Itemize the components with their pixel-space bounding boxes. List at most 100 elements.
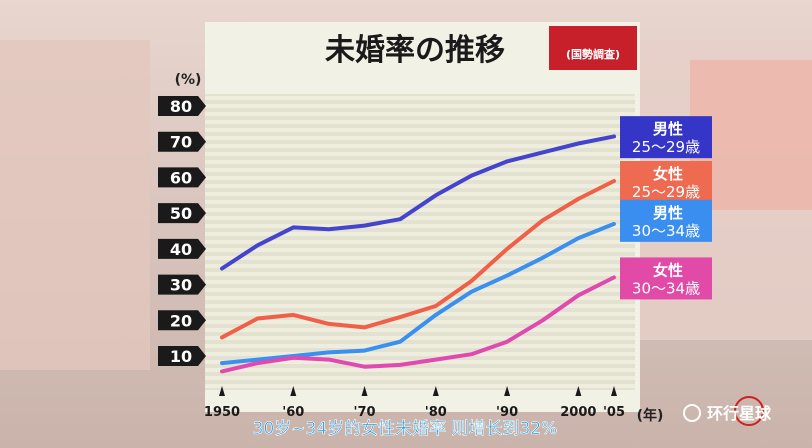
y-tick-tag (158, 96, 206, 116)
data-point (612, 179, 616, 183)
data-point (470, 174, 473, 178)
data-point (220, 267, 224, 270)
data-point (327, 358, 331, 362)
x-tick-label: '90 (496, 405, 518, 420)
data-point (398, 340, 402, 344)
series-line-2 (220, 221, 616, 366)
series-label-line2: 25〜29歳 (632, 183, 700, 201)
source-badge-text: (国勢調査) (566, 47, 620, 61)
data-point (256, 358, 260, 362)
y-tick-label: 20 (170, 311, 192, 330)
data-point (327, 350, 331, 354)
x-tick-label: '80 (425, 405, 447, 420)
chart-title: 未婚率の推移 (325, 33, 505, 68)
x-tick-label: '05 (603, 405, 625, 420)
y-tick-tag (158, 238, 206, 259)
data-point (505, 247, 509, 251)
x-tick-mark (361, 386, 368, 396)
series-label-box (620, 199, 712, 242)
series-label-line2: 30〜34歳 (632, 222, 700, 240)
data-point (220, 369, 224, 373)
data-point (612, 134, 616, 138)
data-point (505, 274, 509, 278)
x-tick-label: 1950 (204, 405, 240, 420)
data-point (576, 236, 580, 240)
plot-area (205, 94, 635, 390)
series-line-1 (220, 179, 616, 340)
x-tick-mark (504, 386, 511, 396)
data-point (541, 318, 545, 322)
series-line-0 (220, 134, 616, 271)
series-label-line1: 女性 (653, 261, 683, 279)
series-label-line1: 女性 (653, 165, 683, 183)
data-point (434, 193, 438, 197)
y-tick-label: 70 (170, 133, 192, 152)
series-label-line2: 30〜34歳 (632, 279, 700, 297)
data-point (327, 227, 331, 231)
data-point (505, 340, 509, 344)
y-tick-label: 50 (170, 204, 192, 223)
y-axis-unit: (%) (175, 72, 202, 88)
data-point (612, 275, 616, 279)
data-point (256, 361, 260, 365)
watermark-logo-icon (734, 396, 764, 426)
y-tick-tag (158, 167, 206, 188)
data-point (470, 279, 473, 283)
series-label-box (620, 257, 712, 300)
data-point (327, 322, 331, 326)
x-axis-unit: (年) (637, 407, 664, 424)
source-badge (549, 26, 637, 70)
y-tick-label: 40 (170, 240, 192, 259)
data-point (291, 313, 295, 317)
data-point (576, 142, 580, 145)
data-point (576, 293, 580, 297)
x-tick-mark (432, 386, 439, 396)
x-tick-mark (219, 386, 225, 396)
data-point (256, 243, 260, 247)
watermark-text: 环行星球 (707, 404, 772, 423)
data-point (363, 365, 366, 369)
data-point (398, 315, 402, 319)
caption-subtitle: 30岁~34岁的女性未婚率 则增长到32% (253, 419, 558, 439)
data-point (398, 217, 402, 221)
studio-panel-left (0, 40, 150, 370)
data-point (434, 313, 438, 317)
data-point (291, 225, 295, 229)
series-label-box (620, 116, 712, 159)
y-tick-tag (158, 131, 206, 152)
y-tick-tag (158, 310, 206, 331)
data-point (363, 224, 366, 228)
data-point (541, 150, 545, 154)
y-tick-label: 30 (170, 276, 192, 295)
data-point (434, 358, 438, 362)
y-tick-tag (158, 203, 206, 224)
data-point (576, 197, 580, 201)
y-tick-label: 60 (170, 168, 192, 187)
series-line-3 (220, 275, 616, 374)
data-point (470, 352, 473, 356)
data-point (398, 363, 402, 367)
data-point (470, 290, 473, 294)
data-point (220, 361, 224, 365)
data-point (434, 304, 438, 308)
data-point (256, 317, 260, 320)
data-point (612, 222, 616, 226)
x-tick-mark (575, 386, 582, 396)
series-label-box (620, 161, 712, 203)
x-tick-label: '70 (354, 405, 376, 420)
series-label-line1: 男性 (653, 120, 683, 138)
data-point (291, 356, 295, 360)
x-tick-label: 2000 (560, 405, 596, 420)
data-point (505, 159, 509, 163)
y-tick-tag (158, 274, 206, 295)
x-tick-label: '60 (282, 405, 304, 420)
watermark-chat-icon (683, 404, 701, 422)
y-tick-label: 80 (170, 97, 192, 116)
x-tick-mark (611, 386, 617, 396)
data-point (541, 256, 545, 260)
data-point (220, 335, 224, 339)
x-tick-mark (290, 386, 297, 396)
series-label-line1: 男性 (653, 204, 683, 222)
series-label-line2: 25〜29歳 (632, 138, 700, 156)
